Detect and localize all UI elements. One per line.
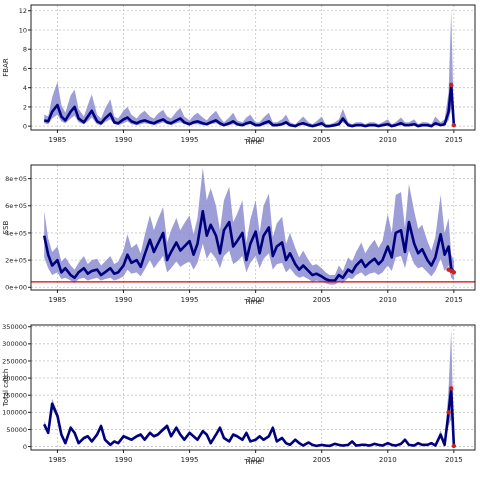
x-tick-label: 1985 <box>49 136 67 144</box>
x-axis-label: Time <box>243 298 261 306</box>
y-axis-label: Total catch <box>2 369 10 408</box>
y-tick-label: 12 <box>19 7 27 15</box>
y-tick-label: 0e+00 <box>5 284 27 292</box>
x-axis-label: Time <box>243 138 261 146</box>
y-tick-label: 6e+05 <box>5 202 27 210</box>
plot-area <box>31 5 475 130</box>
terminal-point <box>449 386 454 391</box>
x-tick-label: 2015 <box>445 296 463 304</box>
y-tick-label: 150000 <box>2 392 27 400</box>
x-tick-label: 2010 <box>379 296 397 304</box>
terminal-point <box>451 122 457 128</box>
y-tick-label: 8 <box>23 46 27 54</box>
x-tick-label: 2005 <box>313 296 331 304</box>
estimate-line <box>43 387 456 448</box>
y-tick-label: 0 <box>23 123 27 131</box>
y-tick-label: 2 <box>23 103 27 111</box>
chart-panel-2: 1985 1990 1995 2000 2005 2010 2015 0e+00 2e+05 4e… <box>2 164 476 306</box>
estimate-line <box>42 209 455 282</box>
y-tick-label: 350000 <box>2 323 27 331</box>
x-tick-label: 2015 <box>445 136 463 144</box>
chart-panel-3: 1985 1990 1995 2000 2005 2010 2015 0 50000 100000… <box>2 323 476 466</box>
x-tick-label: 2005 <box>313 456 331 464</box>
x-axis-label: Time <box>243 458 261 466</box>
x-tick-label: 2005 <box>313 136 331 144</box>
x-tick-label: 1990 <box>115 136 133 144</box>
y-tick-label: 100000 <box>2 409 27 417</box>
y-tick-label: 6 <box>23 65 27 73</box>
y-tick-label: 4 <box>23 84 27 92</box>
terminal-point <box>451 443 457 449</box>
x-tick-label: 2000 <box>247 456 265 464</box>
y-tick-label: 250000 <box>2 357 27 365</box>
confidence-band <box>44 10 454 127</box>
estimate-line <box>43 83 456 128</box>
x-tick-label: 1990 <box>115 456 133 464</box>
y-tick-label: 2e+05 <box>5 257 27 265</box>
x-tick-label: 2010 <box>379 456 397 464</box>
y-axis-label: FBAR <box>2 58 10 77</box>
x-tick-label: 2015 <box>445 456 463 464</box>
y-tick-label: 8e+05 <box>5 175 27 183</box>
y-tick-label: 0 <box>23 443 27 451</box>
x-tick-label: 1985 <box>49 296 67 304</box>
terminal-point <box>449 82 454 88</box>
terminal-point <box>451 270 457 275</box>
terminal-point <box>446 410 451 415</box>
x-tick-label: 2000 <box>247 136 265 144</box>
y-tick-label: 300000 <box>2 340 27 348</box>
x-tick-label: 1995 <box>181 296 199 304</box>
plot-frame <box>30 4 476 131</box>
x-tick-label: 1985 <box>49 456 67 464</box>
x-tick-label: 2010 <box>379 136 397 144</box>
plot-frame <box>30 324 476 451</box>
y-tick-label: 4e+05 <box>5 229 27 237</box>
plot-frame <box>30 164 476 291</box>
x-tick-label: 1990 <box>115 296 133 304</box>
x-tick-label: 1995 <box>181 456 199 464</box>
y-tick-label: 50000 <box>6 426 27 434</box>
x-tick-label: 2000 <box>247 296 265 304</box>
x-tick-label: 1995 <box>181 136 199 144</box>
y-axis-label: SSB <box>2 220 10 234</box>
chart-panel-1: 1985 1990 1995 2000 2005 2010 2015 0 2 4 6 8 10 12 Tim… <box>2 4 476 146</box>
y-tick-label: 10 <box>19 26 27 34</box>
y-tick-label: 200000 <box>2 374 27 382</box>
confidence-band <box>44 167 454 285</box>
